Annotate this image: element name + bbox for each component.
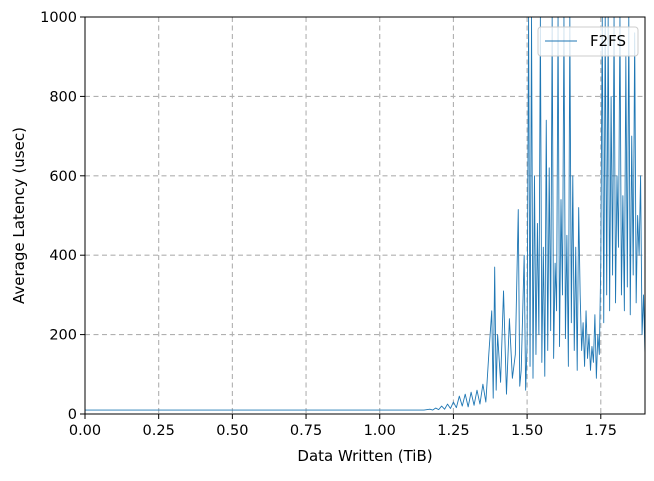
x-tick-label: 1.75 — [585, 423, 617, 439]
legend-label-f2fs: F2FS — [590, 32, 626, 50]
x-tick-label: 1.50 — [511, 423, 543, 439]
y-tick-label: 400 — [49, 248, 77, 264]
x-axis-label: Data Written (TiB) — [297, 447, 432, 465]
legend: F2FS — [537, 26, 639, 57]
y-tick-label: 1000 — [40, 10, 77, 26]
series-group — [85, 17, 645, 411]
y-axis-label: Average Latency (usec) — [10, 127, 28, 304]
x-tick-label: 0.50 — [216, 423, 248, 439]
y-tick-label: 800 — [49, 89, 77, 105]
x-tick-label: 1.00 — [364, 423, 396, 439]
series-line-f2fs — [85, 17, 645, 411]
x-tick-label: 0.00 — [69, 423, 101, 439]
y-tick-label: 0 — [68, 407, 77, 423]
x-tick-label: 0.75 — [290, 423, 322, 439]
y-tick-label: 200 — [49, 328, 77, 344]
ticks: 0.00 0.25 0.50 0.75 1.00 1.25 1.50 1.75 0 200 400 6… — [40, 10, 617, 439]
plot-frame — [84, 16, 646, 415]
x-tick-label: 1.25 — [437, 423, 469, 439]
y-tick-label: 600 — [49, 169, 77, 185]
legend-box — [537, 26, 639, 57]
x-tick-label: 0.25 — [143, 423, 175, 439]
